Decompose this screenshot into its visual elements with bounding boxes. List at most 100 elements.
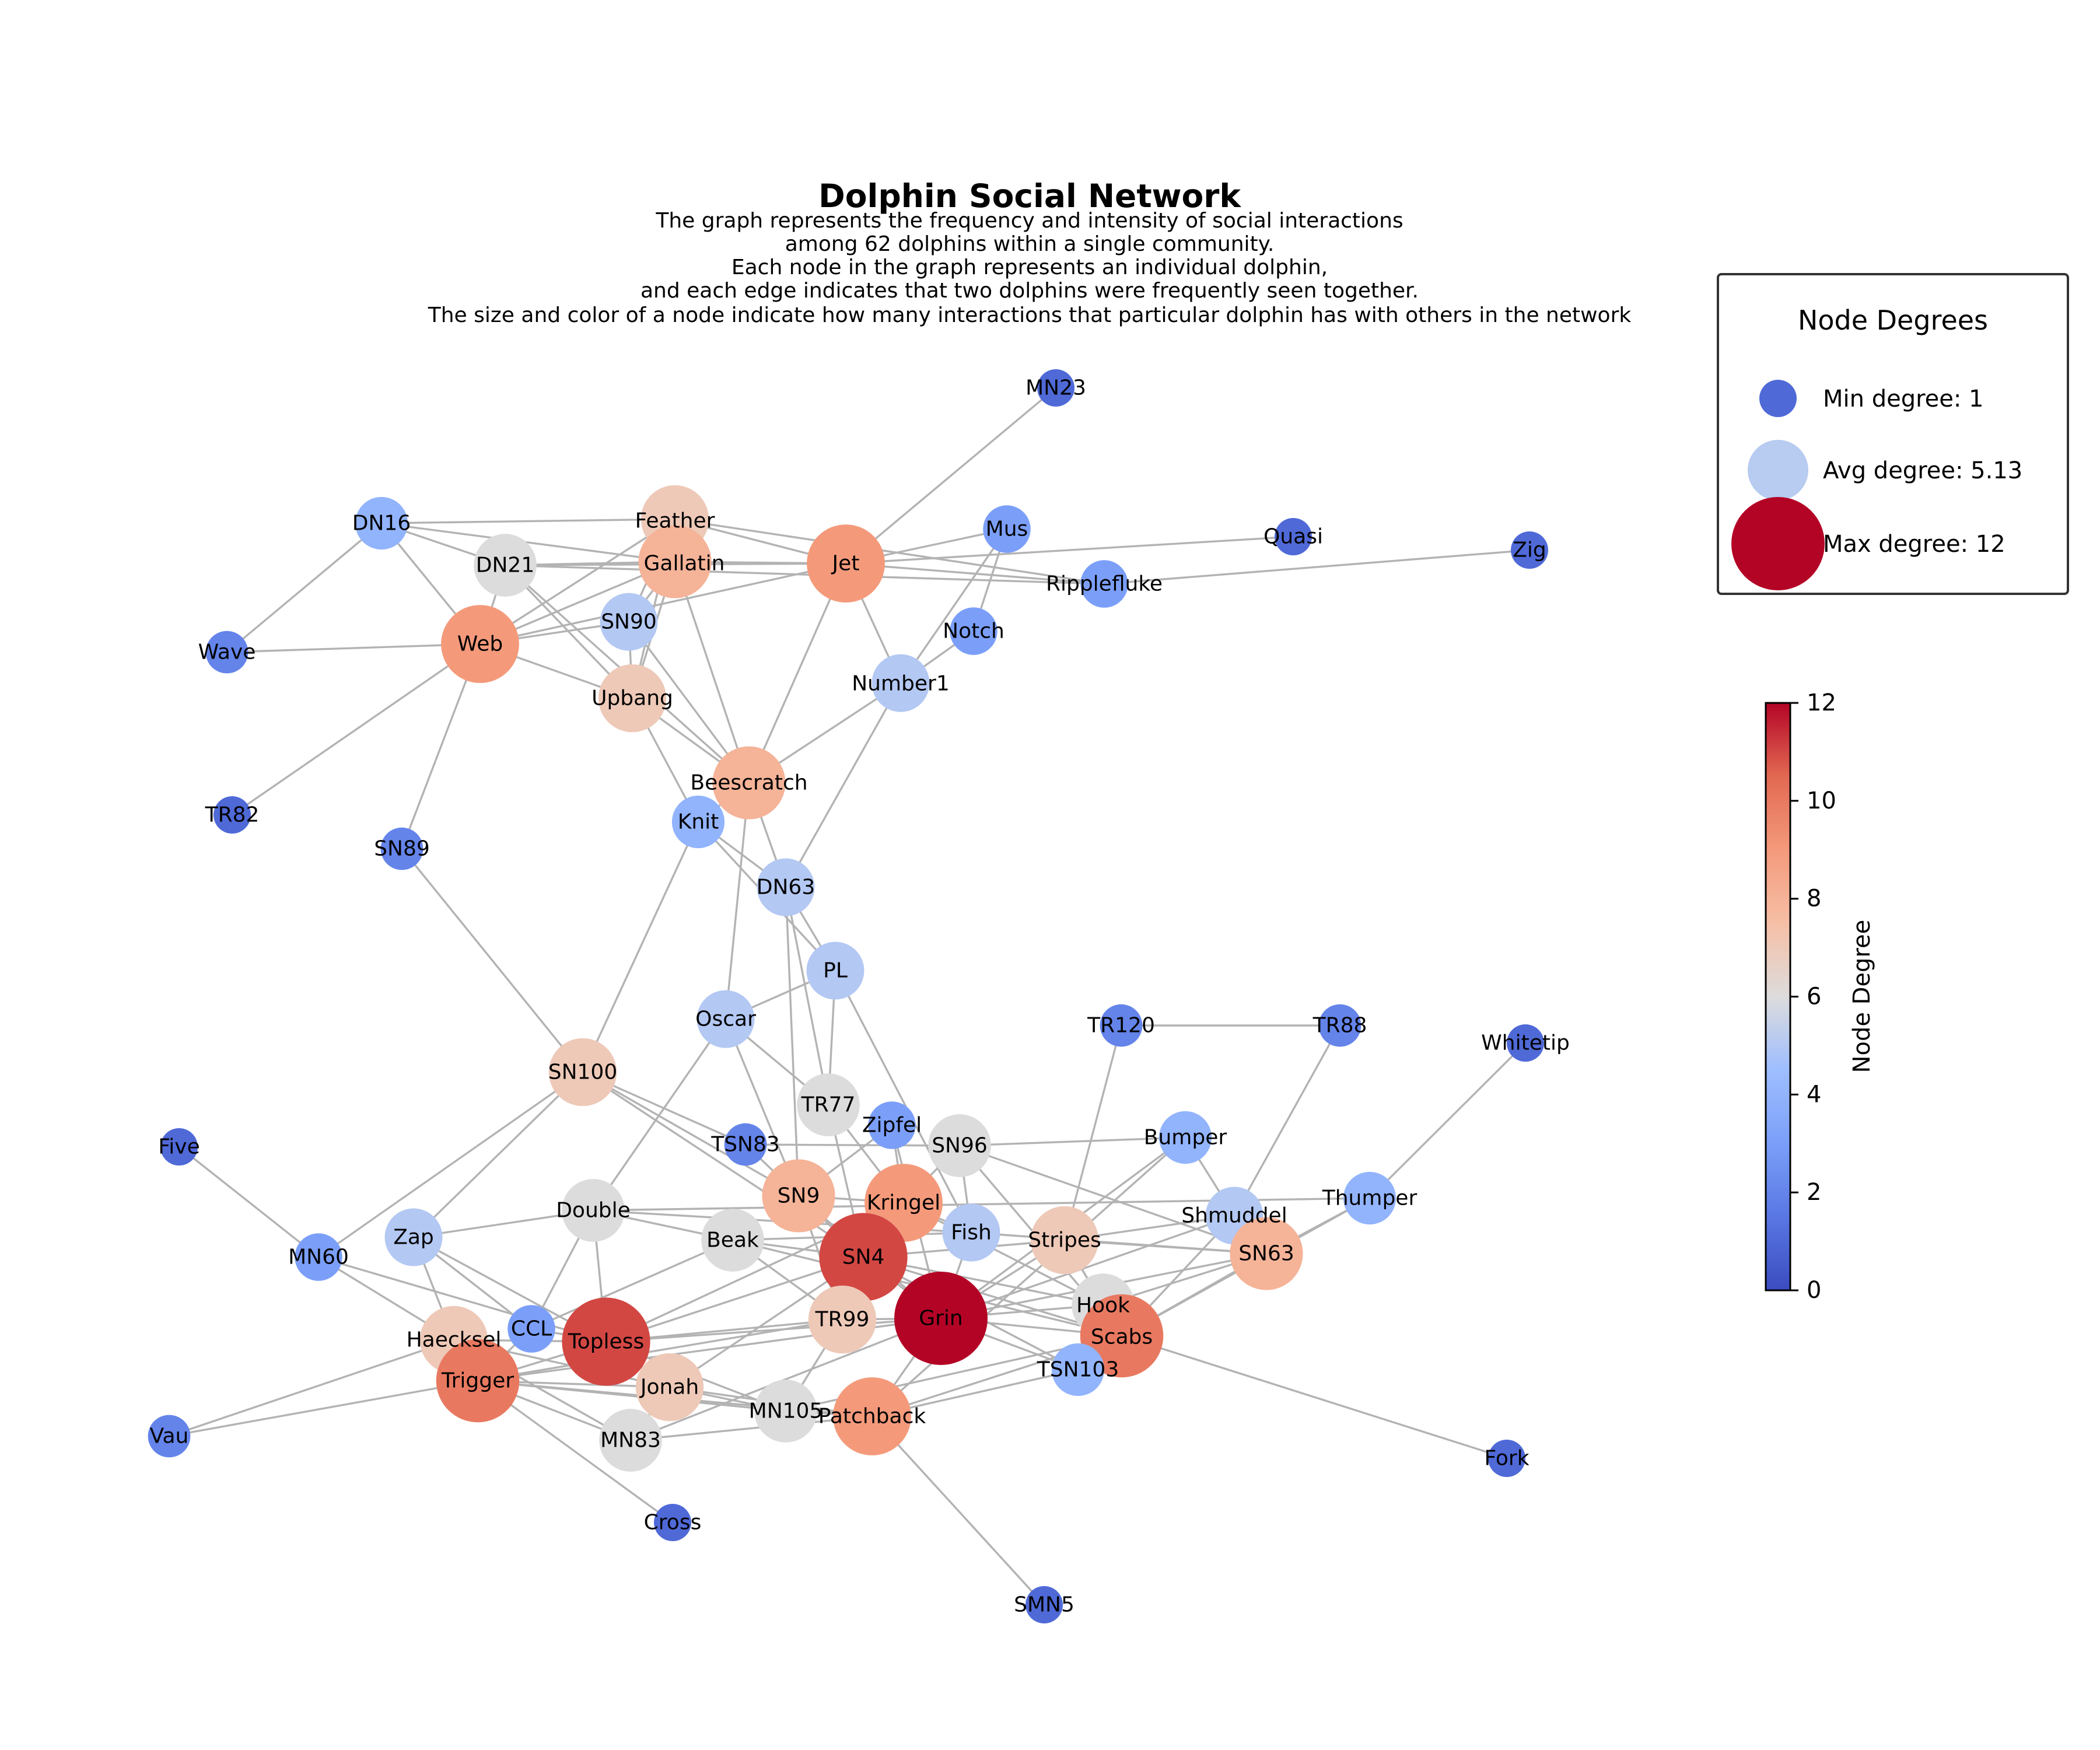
edge: [480, 562, 846, 645]
node-label: Number1: [852, 672, 950, 696]
node-label: Beak: [706, 1228, 759, 1252]
node-label: Kringel: [867, 1191, 940, 1215]
edge: [630, 1317, 942, 1441]
edge: [1104, 549, 1530, 585]
legend-min-marker: [1759, 380, 1797, 417]
edge: [674, 561, 750, 783]
node-label: SN9: [778, 1184, 820, 1208]
subtitle-line: Each node in the graph represents an ind…: [732, 256, 1328, 279]
subtitle-line: among 62 dolphins within a single commun…: [785, 232, 1275, 256]
node-label: Quasi: [1264, 525, 1323, 549]
node-smn5: [1026, 1586, 1063, 1623]
edge: [959, 1136, 1186, 1147]
node-wave: [205, 631, 249, 674]
node-tr77: [797, 1073, 860, 1136]
node-sn100: [548, 1038, 617, 1107]
edge: [871, 1136, 1186, 1418]
node-patchback: [833, 1377, 911, 1455]
edge: [1121, 1335, 1507, 1460]
edge: [748, 563, 847, 783]
node-label: Trigger: [441, 1369, 514, 1393]
node-label: SN63: [1238, 1242, 1294, 1266]
edge: [834, 970, 972, 1233]
node-ripplefluke: [1080, 560, 1128, 608]
node-five: [160, 1128, 198, 1166]
colorbar-tick-label: 6: [1807, 984, 1821, 1010]
node-mn83: [599, 1409, 662, 1472]
node-tr88: [1318, 1004, 1362, 1047]
node-label: DN21: [476, 554, 534, 578]
edge: [606, 1256, 864, 1343]
node-label: TR82: [205, 803, 260, 827]
node-label: SN100: [548, 1060, 618, 1084]
node-beescratch: [712, 746, 786, 820]
legend-title: Node Degrees: [1798, 304, 1988, 336]
node-label: Zap: [393, 1226, 434, 1250]
node-label: CCL: [511, 1317, 552, 1341]
node-zig: [1511, 531, 1548, 569]
node-label: Double: [556, 1199, 631, 1223]
node-label: Topless: [568, 1330, 644, 1354]
edge: [381, 522, 676, 563]
node-sn96: [928, 1114, 991, 1177]
node-grin: [894, 1272, 988, 1365]
edge: [674, 518, 1105, 585]
edge: [1233, 1025, 1341, 1216]
legend: Node Degrees Min degree: 1 Avg degree: 5…: [1717, 273, 2069, 595]
edge: [724, 782, 750, 1020]
chart-title: Dolphin Social Network: [818, 177, 1241, 215]
node-label: TR99: [815, 1308, 870, 1332]
colorbar-ticks: 0 2 4 6 8 10 12: [1790, 690, 1836, 1304]
subtitle-line: The size and color of a node indicate ho…: [428, 303, 1632, 327]
legend-max-label: Max degree: 12: [1823, 531, 2006, 558]
node-mus: [983, 505, 1031, 553]
edge: [169, 1380, 478, 1437]
colorbar-tick-label: 4: [1807, 1081, 1821, 1108]
colorbar: 0 2 4 6 8 10 12 Node Degree: [1765, 690, 1875, 1304]
node-trigger: [436, 1339, 520, 1423]
edge: [940, 1214, 1235, 1320]
node-number1: [872, 654, 930, 712]
node-tr82: [214, 796, 251, 834]
edge: [582, 821, 699, 1073]
node-knit: [671, 795, 725, 849]
edge: [412, 1071, 584, 1238]
edge: [318, 1071, 583, 1258]
node-label: MN105: [749, 1399, 823, 1423]
node-label: Hook: [1076, 1294, 1130, 1318]
edge: [900, 528, 1008, 684]
node-mn23: [1037, 369, 1074, 407]
node-label: Grin: [919, 1307, 963, 1331]
node-scabs: [1080, 1294, 1164, 1378]
node-label: Jonah: [639, 1376, 699, 1399]
edge: [606, 1317, 942, 1343]
edge: [1368, 1042, 1527, 1199]
node-fish: [942, 1203, 1000, 1262]
edge: [582, 1071, 799, 1197]
edge: [381, 518, 676, 524]
node-label: MN83: [600, 1429, 661, 1452]
edge: [531, 1239, 733, 1330]
node-cross: [654, 1504, 691, 1541]
node-label: Haecksel: [407, 1328, 502, 1352]
edge: [226, 522, 383, 653]
node-vau: [148, 1415, 191, 1458]
legend-max-marker: [1731, 497, 1825, 590]
node-sn90: [600, 593, 658, 651]
node-stripes: [1030, 1206, 1099, 1275]
node-oscar: [696, 990, 755, 1048]
node-beak: [701, 1209, 764, 1272]
node-label: MN60: [288, 1245, 349, 1269]
edge: [1063, 1025, 1122, 1241]
node-label: SN96: [932, 1134, 988, 1158]
node-label: Mus: [986, 517, 1028, 541]
node-label: Gallatin: [644, 552, 725, 576]
node-zap: [384, 1208, 443, 1266]
node-label: DN16: [352, 512, 411, 536]
edge: [871, 1415, 1045, 1606]
node-zipfel: [868, 1101, 916, 1149]
node-label: Vau: [150, 1424, 189, 1448]
node-label: Shmuddel: [1181, 1204, 1287, 1228]
node-label: Jet: [831, 552, 860, 576]
node-label: Ripplefluke: [1046, 572, 1163, 596]
